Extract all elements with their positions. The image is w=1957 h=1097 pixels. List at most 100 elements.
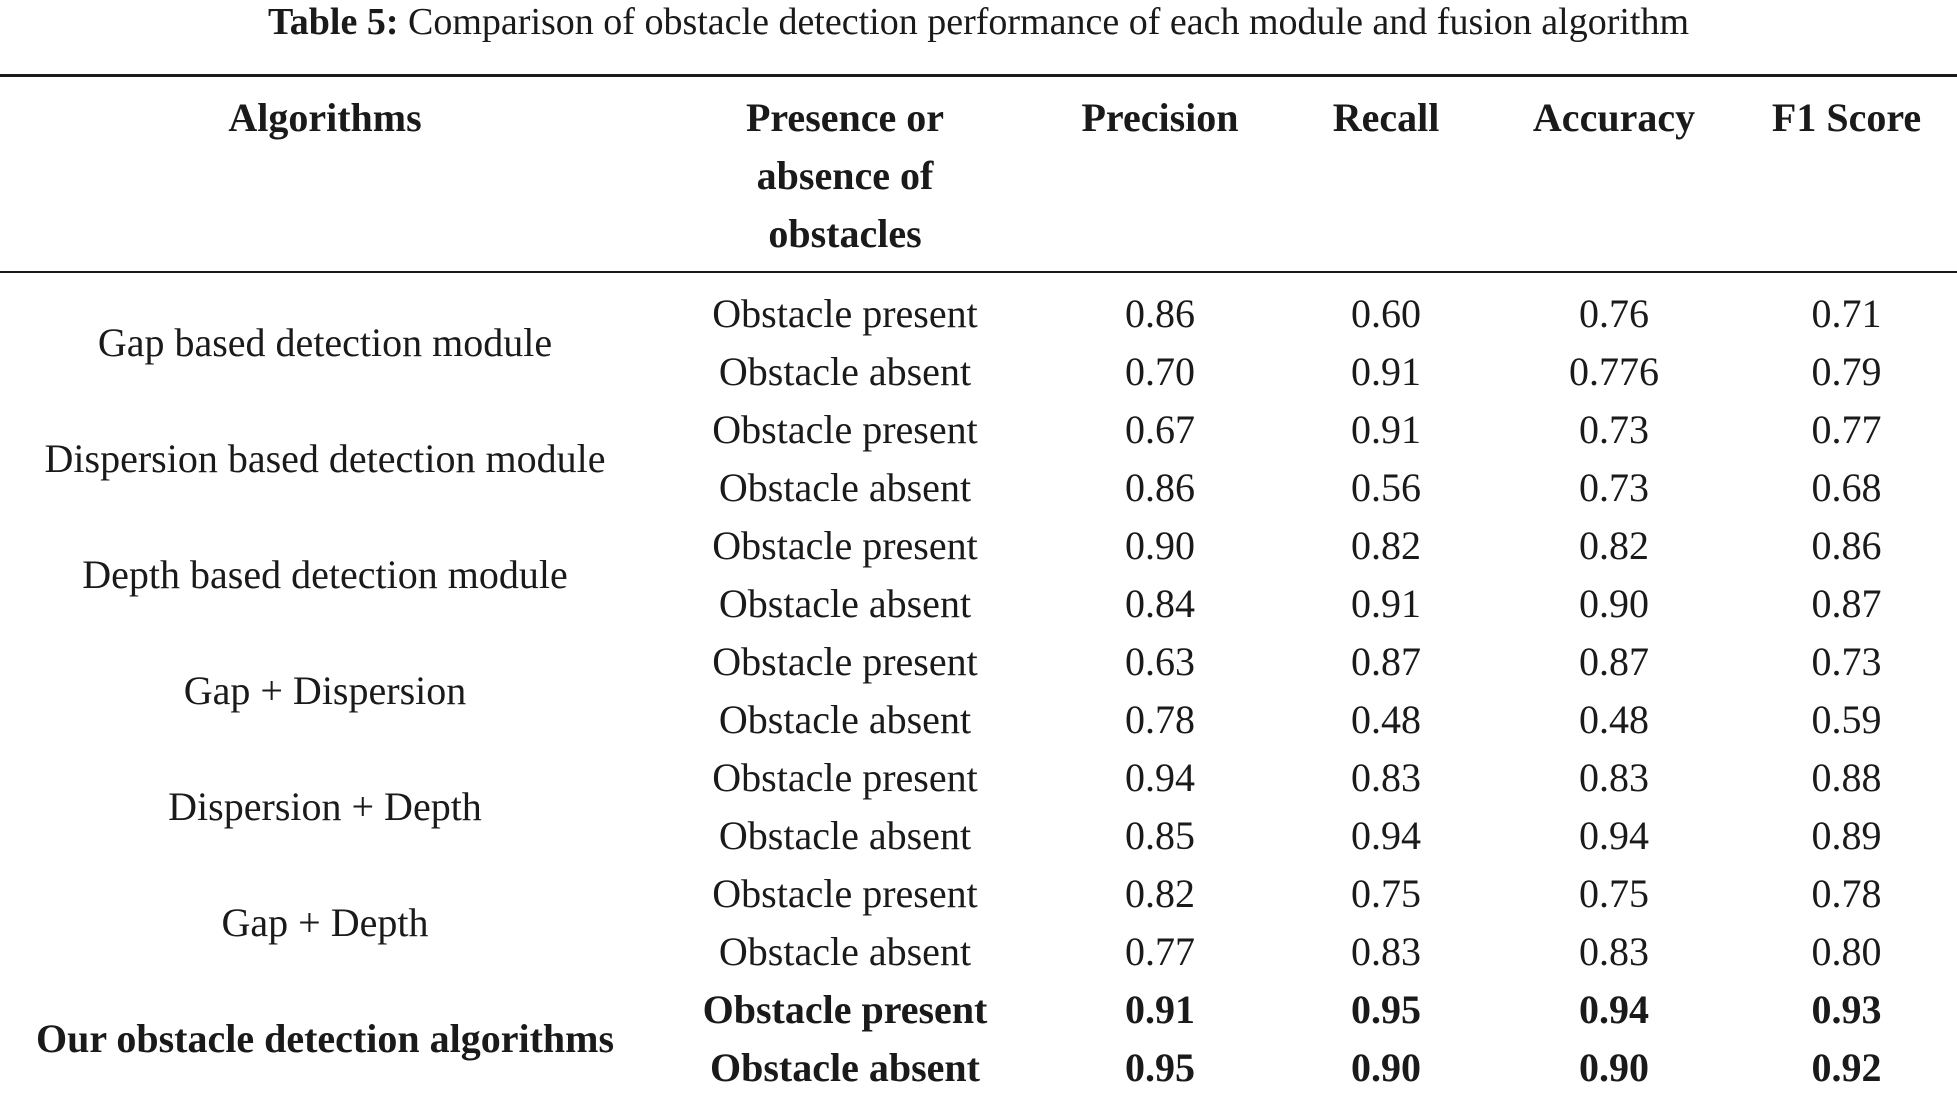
accuracy-cell: 0.83 [1579, 929, 1649, 974]
algorithm-name: Gap + Depth [221, 900, 429, 945]
caption-text: Comparison of obstacle detection perform… [408, 1, 1690, 43]
precision-cell: 0.70 [1125, 349, 1195, 394]
f1-cell: 0.93 [1811, 987, 1882, 1032]
precision-cell: 0.94 [1125, 755, 1195, 800]
recall-cell: 0.94 [1351, 813, 1421, 858]
accuracy-cell: 0.94 [1579, 987, 1649, 1032]
f1-cell: 0.92 [1736, 1039, 1957, 1097]
precision-cell: 0.91 [1125, 987, 1195, 1032]
f1-cell: 0.86 [1811, 523, 1882, 568]
presence-cell: Obstacle present [702, 987, 988, 1032]
precision-cell: 0.85 [1125, 813, 1195, 858]
f1-cell: 0.78 [1811, 871, 1882, 916]
header-precision: Precision [1040, 74, 1280, 273]
recall-cell: 0.83 [1351, 929, 1421, 974]
table-row: Dispersion + Depth Obstacle present 0.94… [0, 749, 1957, 829]
presence-cell: Obstacle absent [718, 581, 972, 626]
recall-cell: 0.95 [1351, 987, 1421, 1032]
header-presence-line3: obstacles [768, 211, 922, 256]
f1-cell: 0.88 [1811, 755, 1882, 800]
recall-cell: 0.56 [1351, 465, 1421, 510]
algorithm-name: Depth based detection module [82, 552, 568, 597]
header-row: Algorithms Presence or absence of obstac… [0, 74, 1957, 273]
header-f1-score: F1 Score [1736, 74, 1957, 273]
precision-cell: 0.78 [1125, 697, 1195, 742]
table-row: Obstacle absent 0.84 0.91 0.90 0.87 [0, 575, 1957, 633]
algorithm-name: Our obstacle detection algorithms [0, 981, 650, 1097]
f1-cell: 0.73 [1811, 639, 1882, 684]
header-algorithms: Algorithms [0, 74, 650, 273]
f1-cell: 0.80 [1811, 929, 1882, 974]
presence-cell: Obstacle absent [650, 1039, 1040, 1097]
accuracy-cell: 0.94 [1579, 813, 1649, 858]
presence-cell: Obstacle absent [718, 349, 972, 394]
accuracy-cell: 0.76 [1579, 291, 1649, 336]
table-body: Gap based detection module Obstacle pres… [0, 272, 1957, 1097]
algorithm-name: Dispersion based detection module [44, 436, 606, 481]
recall-cell: 0.48 [1351, 697, 1421, 742]
table-caption: Table 5: Comparison of obstacle detectio… [0, 2, 1957, 42]
accuracy-cell: 0.73 [1579, 407, 1649, 452]
accuracy-cell: 0.82 [1579, 523, 1649, 568]
accuracy-cell: 0.48 [1579, 697, 1649, 742]
algorithm-name: Gap based detection module [97, 320, 553, 365]
f1-cell: 0.59 [1811, 697, 1882, 742]
header-recall: Recall [1280, 74, 1492, 273]
precision-cell: 0.90 [1125, 523, 1195, 568]
f1-cell: 0.71 [1811, 291, 1882, 336]
recall-cell: 0.91 [1351, 581, 1421, 626]
recall-cell: 0.83 [1351, 755, 1421, 800]
header-presence: Presence or absence of obstacles [650, 74, 1040, 273]
accuracy-cell: 0.83 [1579, 755, 1649, 800]
precision-cell: 0.63 [1125, 639, 1195, 684]
header-presence-line1: Presence or [745, 95, 945, 140]
accuracy-cell: 0.75 [1579, 871, 1649, 916]
table-row: Gap based detection module Obstacle pres… [0, 272, 1957, 365]
results-table: Algorithms Presence or absence of obstac… [0, 74, 1957, 1097]
precision-cell: 0.84 [1125, 581, 1195, 626]
algorithm-name: Gap + Dispersion [183, 668, 467, 713]
accuracy-cell: 0.87 [1579, 639, 1649, 684]
f1-cell: 0.87 [1811, 581, 1882, 626]
precision-cell: 0.95 [1040, 1039, 1280, 1097]
recall-cell: 0.90 [1280, 1039, 1492, 1097]
precision-cell: 0.86 [1125, 465, 1195, 510]
f1-cell: 0.89 [1811, 813, 1882, 858]
accuracy-cell: 0.90 [1579, 581, 1649, 626]
presence-cell: Obstacle present [712, 291, 978, 336]
header-accuracy: Accuracy [1492, 74, 1736, 273]
recall-cell: 0.91 [1351, 349, 1421, 394]
presence-cell: Obstacle present [712, 755, 978, 800]
presence-cell: Obstacle absent [718, 929, 972, 974]
table-header: Algorithms Presence or absence of obstac… [0, 74, 1957, 273]
caption-label: Table 5: [267, 1, 399, 43]
presence-cell: Obstacle present [712, 407, 978, 452]
precision-cell: 0.82 [1125, 871, 1195, 916]
presence-cell: Obstacle present [712, 523, 978, 568]
recall-cell: 0.91 [1351, 407, 1421, 452]
f1-cell: 0.79 [1811, 349, 1882, 394]
table-row: Depth based detection module Obstacle pr… [0, 517, 1957, 597]
recall-cell: 0.60 [1351, 291, 1421, 336]
accuracy-cell: 0.73 [1579, 465, 1649, 510]
table-row: Obstacle absent 0.78 0.48 0.48 0.59 [0, 691, 1957, 749]
table-row: Obstacle absent 0.85 0.94 0.94 0.89 [0, 807, 1957, 865]
presence-cell: Obstacle present [712, 639, 978, 684]
table-row: Our obstacle detection algorithms Obstac… [0, 981, 1957, 1097]
results-table-container: Algorithms Presence or absence of obstac… [0, 74, 1957, 1097]
recall-cell: 0.82 [1351, 523, 1421, 568]
header-presence-line2: absence of [756, 153, 934, 198]
presence-cell: Obstacle absent [718, 813, 972, 858]
table-row: Dispersion based detection module Obstac… [0, 401, 1957, 481]
recall-cell: 0.87 [1351, 639, 1421, 684]
precision-cell: 0.86 [1125, 291, 1195, 336]
f1-cell: 0.68 [1811, 465, 1882, 510]
recall-cell: 0.75 [1351, 871, 1421, 916]
table-row: Gap + Dispersion Obstacle present 0.63 0… [0, 633, 1957, 713]
table-row: Obstacle absent 0.86 0.56 0.73 0.68 [0, 459, 1957, 517]
accuracy-cell: 0.776 [1569, 349, 1659, 394]
table-row: Obstacle absent 0.77 0.83 0.83 0.80 [0, 923, 1957, 981]
presence-cell: Obstacle present [712, 871, 978, 916]
table-row: Obstacle absent 0.95 0.90 0.90 0.92 [0, 1039, 1957, 1097]
precision-cell: 0.67 [1125, 407, 1195, 452]
